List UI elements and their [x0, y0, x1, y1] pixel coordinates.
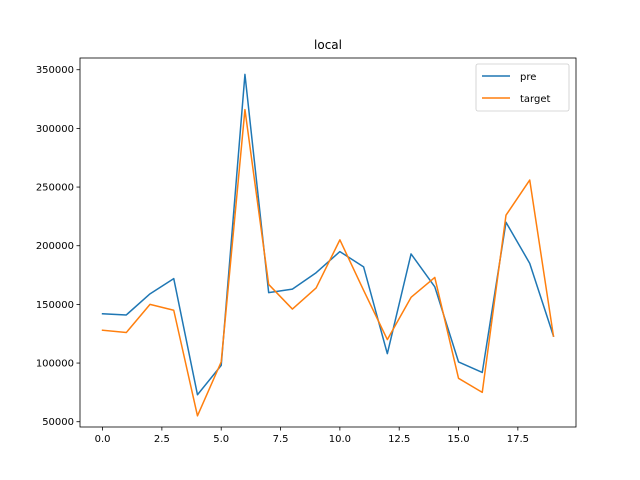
chart-title: local — [314, 38, 342, 52]
axes: 0.0 2.5 5.0 7.5 10.0 12.5 15.0 17.5 50000 100000 1… — [36, 57, 577, 445]
axes-frame — [79, 57, 577, 428]
x-tick-label: 7.5 — [273, 434, 289, 445]
plot-area — [101, 73, 555, 417]
y-tick-label: 200000 — [36, 241, 74, 252]
legend-label-target: target — [520, 94, 550, 105]
y-tick-label: 350000 — [36, 65, 74, 76]
y-tick-label: 50000 — [42, 417, 74, 428]
y-tick-label: 150000 — [36, 300, 74, 311]
legend-label-pre: pre — [520, 72, 536, 83]
x-tick-label: 5.0 — [213, 434, 229, 445]
x-tick-label: 2.5 — [154, 434, 170, 445]
x-tick-label: 15.0 — [447, 434, 469, 445]
y-tick-label: 300000 — [36, 124, 74, 135]
series-line-target — [101, 108, 555, 417]
y-tick-label: 250000 — [36, 183, 74, 194]
legend: pre target — [475, 63, 570, 112]
x-tick-label: 10.0 — [329, 434, 351, 445]
x-tick-label: 0.0 — [95, 434, 111, 445]
x-tick-label: 17.5 — [507, 434, 529, 445]
y-tick-label: 100000 — [36, 359, 74, 370]
x-tick-label: 12.5 — [388, 434, 410, 445]
series-line-pre — [101, 73, 555, 396]
